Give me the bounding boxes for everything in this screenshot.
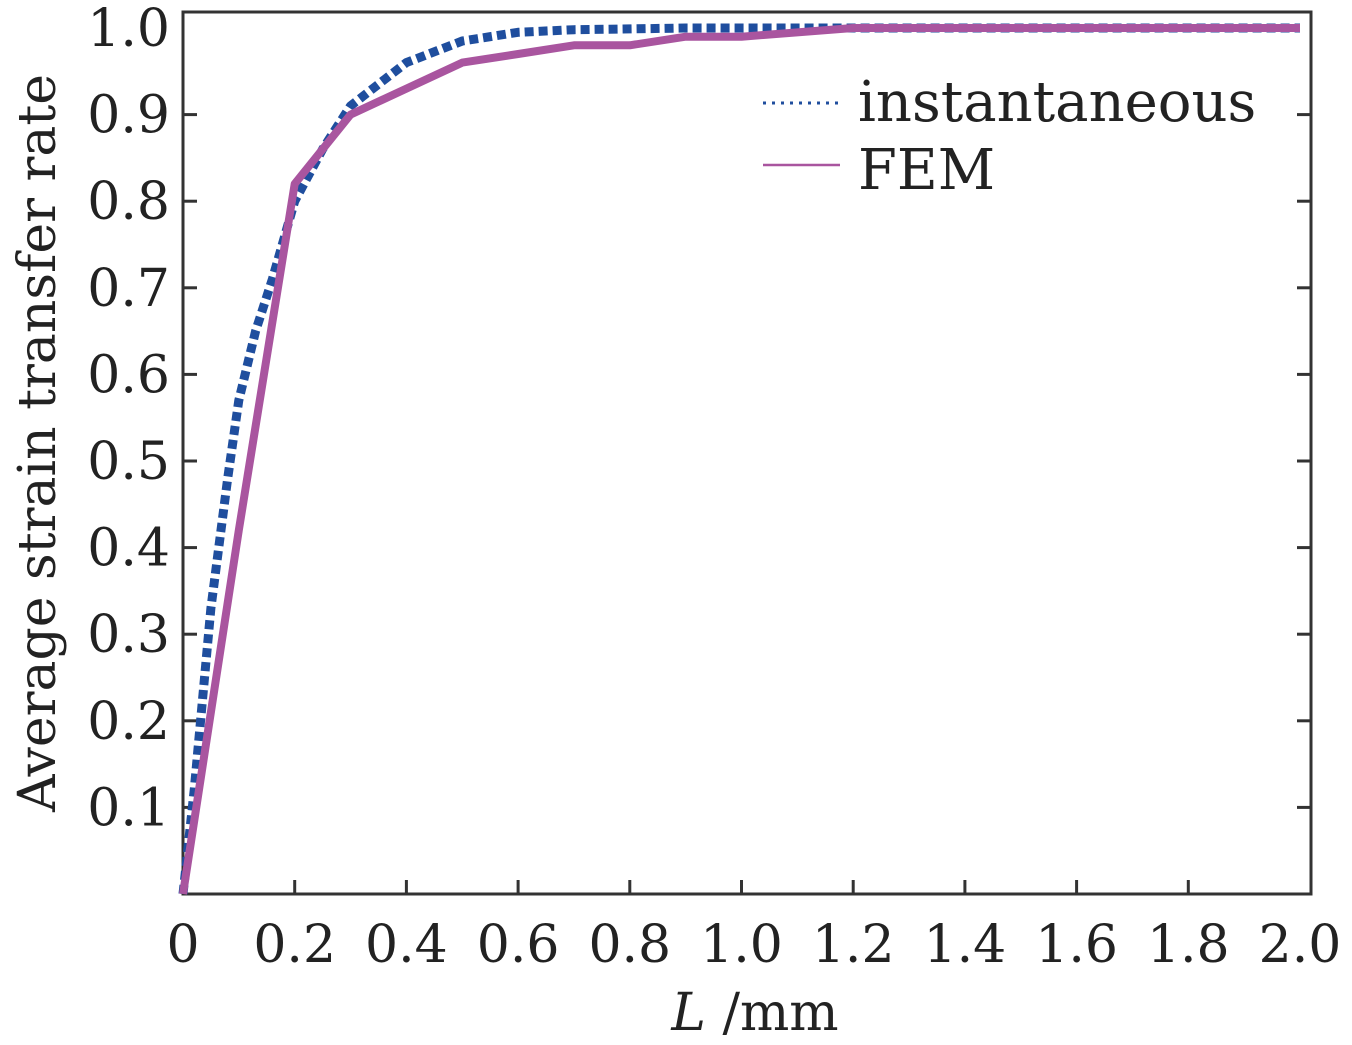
y-tick-label: 0.8 — [87, 172, 170, 232]
y-tick-label: 0.4 — [87, 519, 170, 579]
y-axis-label: Average strain transfer rate — [8, 74, 68, 813]
legend-label-instantaneous: instantaneous — [858, 70, 1256, 135]
series-line-instantaneous — [178, 23, 1300, 895]
x-axis-label-symbol: L — [670, 983, 706, 1040]
x-axis: 0 0.2 0.4 0.6 0.8 1.0 1.2 1.4 1.6 1.8 2.0 — [166, 880, 1341, 975]
x-tick-label: 0.4 — [365, 915, 448, 975]
y-tick-label: 0.2 — [87, 692, 170, 752]
x-tick-label: 1.2 — [812, 915, 895, 975]
y-tick-label: 1.0 — [87, 0, 170, 59]
x-axis-label-unit: /mm — [706, 983, 839, 1040]
y-tick-label: 0.6 — [87, 345, 170, 405]
series-line-fem — [179, 24, 1300, 895]
x-tick-label: 0.2 — [253, 915, 336, 975]
x-axis-label: L /mm — [670, 983, 838, 1040]
y-tick-label: 0.1 — [87, 778, 170, 838]
x-tick-label: 0 — [166, 915, 199, 975]
legend: instantaneous FEM — [763, 70, 1256, 203]
y-tick-label: 0.7 — [87, 259, 170, 319]
x-tick-label: 1.0 — [700, 915, 783, 975]
x-tick-label: 0.8 — [588, 915, 671, 975]
x-tick-label: 1.4 — [924, 915, 1007, 975]
x-tick-label: 0.6 — [477, 915, 560, 975]
y-tick-label: 0.3 — [87, 605, 170, 665]
series-layer — [178, 23, 1300, 895]
legend-label-fem: FEM — [858, 138, 995, 203]
y-axis: 0.1 0.2 0.3 0.4 0.5 0.6 0.7 0.8 0.9 1.0 — [87, 0, 1311, 838]
x-tick-label: 2.0 — [1259, 915, 1342, 975]
plot-frame — [181, 10, 1313, 896]
y-tick-label: 0.5 — [87, 432, 170, 492]
x-tick-label: 1.8 — [1147, 915, 1230, 975]
x-tick-label: 1.6 — [1035, 915, 1118, 975]
y-tick-label: 0.9 — [87, 86, 170, 146]
